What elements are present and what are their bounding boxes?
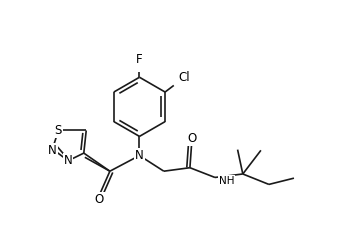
- Text: NH: NH: [219, 176, 235, 186]
- Text: S: S: [55, 124, 62, 137]
- Text: F: F: [136, 53, 143, 66]
- Text: Cl: Cl: [178, 71, 190, 84]
- Text: O: O: [187, 132, 196, 145]
- Text: N: N: [64, 154, 73, 167]
- Text: O: O: [95, 193, 104, 206]
- Text: N: N: [48, 144, 57, 157]
- Text: N: N: [135, 149, 144, 162]
